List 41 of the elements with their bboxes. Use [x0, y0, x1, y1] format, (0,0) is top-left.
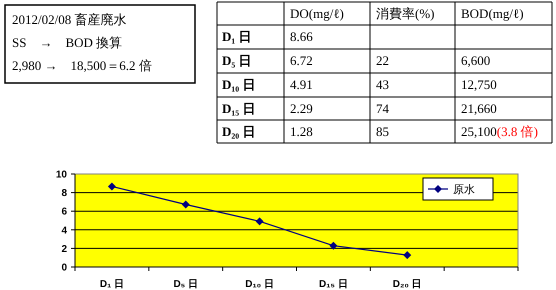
- data-label: 21,660: [461, 101, 497, 116]
- text: DO(mg/ℓ): [290, 6, 344, 21]
- point: [256, 217, 264, 226]
- text: 2,980 → 18,500＝6.2 倍: [12, 58, 152, 73]
- text: BOD(mg/ℓ): [461, 6, 524, 21]
- category-label: D₂₀ 日: [222, 124, 256, 139]
- text: 2012/02/08 畜産廃水: [12, 12, 126, 27]
- data-label: 85: [376, 124, 389, 139]
- text: SS → BOD 換算: [12, 35, 122, 50]
- text: (3.8 倍): [496, 124, 538, 139]
- category-label: D₁₀ 日: [222, 77, 256, 92]
- text: 消費率(%): [376, 6, 434, 21]
- data-label: 43: [376, 77, 389, 92]
- category-label: D₅ 日: [222, 53, 252, 68]
- y-tick-label: 4: [61, 225, 68, 236]
- point: [329, 242, 338, 250]
- data-label: 1.28: [290, 124, 313, 139]
- y-tick-label: 6: [61, 206, 68, 218]
- data-label: 22: [376, 53, 389, 68]
- x-tick-label: D₁₀ 日: [245, 279, 274, 290]
- data-label: 2.29: [290, 101, 313, 116]
- y-tick-label: 2: [61, 244, 68, 255]
- point: [403, 251, 412, 260]
- data-label: 6,600: [461, 53, 490, 68]
- data-label: 8.66: [290, 29, 314, 44]
- x-tick-label: D₁₅ 日: [319, 279, 348, 290]
- category-label: D₁ 日: [222, 29, 252, 44]
- x-tick-label: D₁ 日: [100, 279, 124, 290]
- data-label: 4.91: [290, 77, 313, 92]
- data-label: 12,750: [461, 77, 497, 92]
- x-tick-label: D₂₀ 日: [392, 279, 422, 290]
- y-tick-label: 0: [61, 262, 68, 274]
- category-label: D₁₅ 日: [222, 101, 256, 116]
- data-label: 6.72: [290, 53, 313, 68]
- point: [182, 200, 190, 209]
- point: [108, 182, 116, 190]
- y-tick-label: 10: [56, 170, 68, 180]
- data-label: 74: [376, 101, 390, 116]
- legend-label: 原水: [453, 183, 475, 196]
- y-tick-label: 8: [61, 188, 68, 200]
- x-tick-label: D₅ 日: [173, 279, 198, 290]
